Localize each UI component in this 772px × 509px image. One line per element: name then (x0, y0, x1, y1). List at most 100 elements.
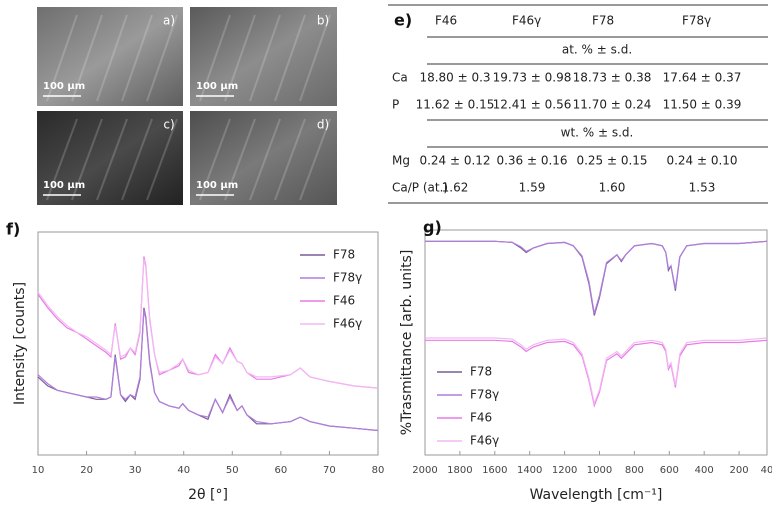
texture (71, 118, 103, 201)
unit-header: wt. % ± s.d. (561, 126, 634, 140)
series-line (37, 307, 379, 432)
table-cell: 1.59 (519, 181, 546, 195)
y-axis-label: Intensity [counts] (12, 282, 28, 405)
legend-label: F46γ (470, 434, 499, 448)
x-tick-label: 40 (177, 465, 190, 476)
composition-table: e) F46 F46γ F78 F78γ at. % ± s.d. Ca 18.80 ± 0.… (388, 4, 768, 204)
sem-image (190, 7, 337, 106)
table-cell: 0.24 ± 0.12 (419, 154, 490, 168)
table-cell: 1.62 (442, 181, 469, 195)
series-line (425, 240, 768, 316)
legend-label: F46γ (333, 317, 362, 331)
series-line (425, 240, 768, 314)
x-tick-label: 800 (625, 465, 644, 476)
sem-image (37, 111, 183, 205)
texture (299, 14, 331, 102)
texture (71, 14, 103, 102)
texture (224, 14, 256, 102)
texture (274, 118, 306, 201)
texture (121, 118, 153, 201)
x-tick-label: 30 (129, 465, 142, 476)
scale-label: 100 µm (196, 81, 238, 92)
series-line (37, 258, 379, 389)
texture (249, 14, 281, 102)
panel-label: g) (423, 218, 442, 237)
series-line (425, 337, 768, 406)
table-cell: 1.60 (599, 181, 626, 195)
x-tick-label: 1800 (447, 465, 472, 476)
x-tick-label: 400 (695, 465, 714, 476)
texture (146, 14, 178, 102)
legend-label: F46 (333, 294, 355, 308)
table-cell: 18.73 ± 0.38 (573, 71, 652, 85)
x-axis-label: 2θ [°] (188, 487, 228, 503)
x-tick-label: 80 (372, 465, 385, 476)
column-header: F78γ (682, 14, 711, 28)
texture (46, 118, 78, 201)
x-tick-label: 1400 (517, 465, 542, 476)
x-tick-label: 70 (323, 465, 336, 476)
row-label: P (392, 98, 399, 112)
table-cell: 11.70 ± 0.24 (573, 98, 652, 112)
texture (46, 14, 78, 102)
x-tick-label: 20 (80, 465, 93, 476)
column-header: F78 (592, 14, 614, 28)
table-cell: 0.25 ± 0.15 (576, 154, 647, 168)
table-cell: 19.73 ± 0.98 (493, 71, 572, 85)
series-line (37, 309, 379, 432)
legend-label: F78γ (470, 388, 499, 402)
texture (299, 118, 331, 201)
charts: 10 20 30 40 50 60 70 80 f) 2θ [°] Intensity [count… (6, 218, 772, 504)
row-label: Mg (392, 154, 410, 168)
row-label: Ca (392, 71, 408, 85)
x-axis-label: Wavelength [cm⁻¹] (530, 487, 663, 503)
texture (199, 118, 231, 201)
x-tick-label: 1000 (587, 465, 612, 476)
legend-label: F78 (333, 248, 355, 262)
x-tick-label: 10 (32, 465, 45, 476)
texture (96, 118, 128, 201)
panel-label: e) (394, 11, 412, 30)
plot-frame (37, 231, 379, 456)
table-cell: 0.24 ± 0.10 (666, 154, 737, 168)
x-tick-label: 40 (761, 465, 772, 476)
x-tick-label: 600 (660, 465, 679, 476)
scale-label: 100 µm (196, 180, 238, 191)
sem-label: a) (163, 14, 175, 28)
texture (146, 118, 178, 201)
sem-label: b) (317, 14, 329, 28)
column-header: F46 (435, 14, 457, 28)
table-cell: 12.41 ± 0.56 (493, 98, 572, 112)
row-label: Ca/P (at.) (392, 181, 448, 195)
table-cell: 0.36 ± 0.16 (496, 154, 567, 168)
texture (199, 14, 231, 102)
scale-label: 100 µm (43, 180, 85, 191)
y-axis-label: %Trasmittance [arb. units] (399, 250, 415, 436)
sem-label: c) (163, 118, 174, 132)
sem-image (190, 111, 337, 205)
table-cell: 18.80 ± 0.3 (419, 71, 490, 85)
legend-label: F46 (470, 411, 492, 425)
texture (121, 14, 153, 102)
x-tick-label: 60 (274, 465, 287, 476)
x-tick-label: 1200 (552, 465, 577, 476)
texture (274, 14, 306, 102)
table-cell: 11.62 ± 0.15 (416, 98, 495, 112)
panel-label: f) (6, 220, 20, 239)
legend-label: F78 (470, 365, 492, 379)
x-tick-label: 2000 (412, 465, 437, 476)
scale-label: 100 µm (43, 81, 85, 92)
x-tick-label: 1600 (482, 465, 507, 476)
sem-images: a) 100 µm b) 100 µm c) 100 µm d) 100 µm (37, 7, 337, 205)
plot-frame (424, 229, 768, 456)
sem-label: d) (317, 118, 329, 132)
texture (249, 118, 281, 201)
legend-label: F78γ (333, 271, 362, 285)
table-cell: 11.50 ± 0.39 (663, 98, 742, 112)
series-line (37, 256, 379, 389)
table-cell: 1.53 (689, 181, 716, 195)
texture (224, 118, 256, 201)
x-tick-label: 200 (730, 465, 749, 476)
table-cell: 17.64 ± 0.37 (663, 71, 742, 85)
